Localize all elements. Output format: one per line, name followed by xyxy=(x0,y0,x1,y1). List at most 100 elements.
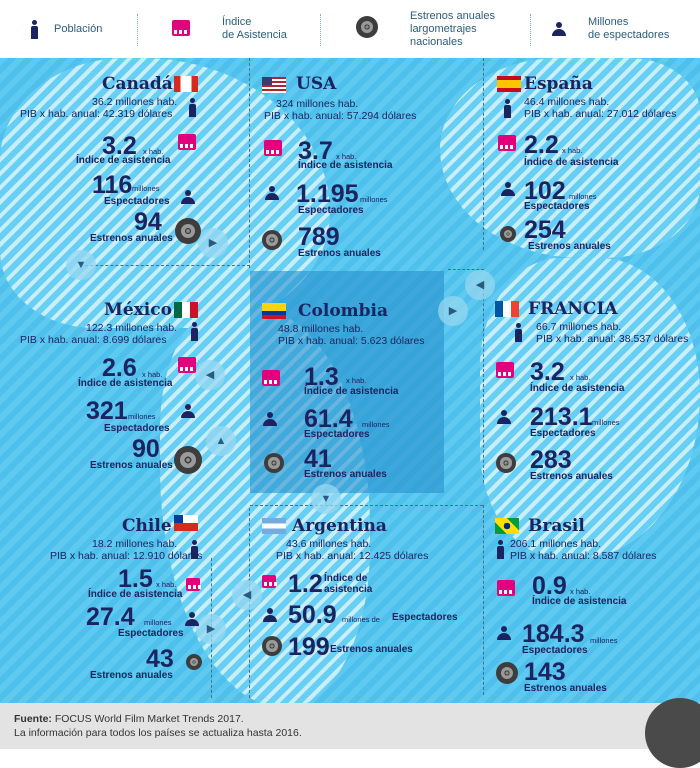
releases-label: Estrenos anuales xyxy=(530,471,613,482)
population-text: 206.1 millones hab. xyxy=(510,538,602,550)
legend-divider xyxy=(137,14,138,46)
spectators-value: 102 xyxy=(524,177,566,205)
arrow-up-icon: ▲ xyxy=(215,435,227,447)
legend-estrenos: Estrenos anuales largometrajes nacionale… xyxy=(410,9,495,48)
attendance-icon xyxy=(172,20,190,36)
legend-asistencia: Índice de Asistencia xyxy=(222,16,287,41)
spectators-unit: millones xyxy=(362,420,390,429)
spectators-label: Espectadores xyxy=(524,201,590,212)
releases-value: 283 xyxy=(530,446,572,474)
spectators-icon xyxy=(500,182,516,196)
releases-label: Estrenos anuales xyxy=(304,469,387,480)
nav-arrow-right[interactable]: ▶ xyxy=(198,228,228,258)
spectators-icon xyxy=(180,190,196,204)
film-reel-icon xyxy=(496,662,518,684)
nav-arrow-down[interactable]: ▼ xyxy=(311,484,341,514)
spectators-unit: millones xyxy=(590,636,618,645)
attendance-icon xyxy=(496,362,514,378)
spectators-icon xyxy=(180,404,196,418)
spectators-label: Espectadores xyxy=(104,423,170,434)
spectators-value: 116 xyxy=(92,171,133,199)
divider-line xyxy=(483,283,484,483)
spectators-icon xyxy=(262,412,278,426)
spectators-value: 213.1 xyxy=(530,403,593,431)
spectators-value: 321 xyxy=(86,397,128,425)
spectators-label: Espectadores xyxy=(392,612,458,623)
gdp-text: PIB x hab. anual: 5.623 dólares xyxy=(278,335,425,347)
population-icon xyxy=(190,540,199,559)
attendance-value: 3.2 xyxy=(530,358,565,386)
film-reel-icon xyxy=(186,654,202,670)
nav-arrow-left[interactable]: ◀ xyxy=(465,270,495,300)
legend-divider xyxy=(530,14,531,46)
spectators-unit: millones de xyxy=(342,615,380,624)
attendance-value: 0.9 xyxy=(532,572,567,600)
attendance-icon xyxy=(262,575,278,588)
nav-arrow-up[interactable]: ▲ xyxy=(206,426,236,456)
spectators-label: Espectadores xyxy=(304,429,370,440)
country-name: FRANCIA xyxy=(528,299,618,319)
releases-value: 254 xyxy=(524,216,566,244)
nav-arrow-down[interactable]: ▼ xyxy=(66,250,96,280)
population-icon xyxy=(190,322,199,341)
attendance-icon xyxy=(264,140,282,156)
legend-divider xyxy=(320,14,321,46)
flag-brazil-icon xyxy=(495,518,519,534)
source-line: Fuente: FOCUS World Film Market Trends 2… xyxy=(14,713,244,725)
population-text: 66.7 millones hab. xyxy=(536,321,622,333)
arrow-down-icon: ▼ xyxy=(320,493,332,505)
attendance-icon xyxy=(178,134,196,150)
spectators-icon xyxy=(496,626,512,640)
divider-line xyxy=(483,58,484,250)
country-name: Argentina xyxy=(292,516,387,536)
nav-arrow-right[interactable]: ▶ xyxy=(438,296,468,326)
spectators-icon xyxy=(262,608,278,622)
arrow-right-icon: ▶ xyxy=(208,237,218,249)
attendance-unit: x hab. xyxy=(562,146,583,155)
arrow-right-icon: ▶ xyxy=(448,305,458,317)
arrow-right-icon: ▶ xyxy=(206,623,216,635)
divider-line xyxy=(250,505,483,506)
releases-label: Estrenos anuales xyxy=(298,248,381,259)
nav-arrow-right[interactable]: ▶ xyxy=(196,614,226,644)
spectators-icon xyxy=(184,612,200,626)
flag-chile-icon xyxy=(174,515,198,531)
attendance-label: Índice de asistencia xyxy=(304,386,399,397)
spectators-value: 27.4 xyxy=(86,603,135,631)
population-icon xyxy=(514,323,523,342)
country-name: Chile xyxy=(122,516,172,536)
population-text: 36.2 millones hab. xyxy=(92,96,178,108)
attendance-value: 1.5 xyxy=(118,565,153,593)
flag-spain-icon xyxy=(497,76,521,92)
releases-value: 90 xyxy=(132,435,160,463)
country-name: Canadá xyxy=(102,74,173,94)
divider-line xyxy=(448,269,484,270)
attendance-value: 2.2 xyxy=(524,131,559,159)
flag-france-icon xyxy=(495,301,519,317)
arrow-left-icon: ◀ xyxy=(205,369,215,381)
attendance-label: Índice de asistencia xyxy=(78,378,173,389)
film-reel-icon xyxy=(174,446,202,474)
attendance-label: Índice de asistencia xyxy=(88,589,183,600)
nav-arrow-left[interactable]: ◀ xyxy=(232,580,262,610)
gdp-text: PIB x hab. anual: 8.587 dólares xyxy=(510,550,657,562)
attendance-unit: x hab. xyxy=(336,152,357,161)
footnote: La información para todos los países se … xyxy=(14,727,302,739)
country-name: México xyxy=(104,300,172,320)
spectators-label: Espectadores xyxy=(298,205,364,216)
arrow-down-icon: ▼ xyxy=(75,259,87,271)
footer: Fuente: FOCUS World Film Market Trends 2… xyxy=(0,703,700,749)
flag-canada-icon xyxy=(174,76,198,92)
spectators-icon xyxy=(496,410,512,424)
releases-value: 199 xyxy=(288,633,330,661)
film-reel-icon xyxy=(175,218,201,244)
nav-arrow-left[interactable]: ◀ xyxy=(195,360,225,390)
country-name: Colombia xyxy=(298,301,389,321)
film-reel-icon xyxy=(264,453,284,473)
releases-value: 789 xyxy=(298,223,340,251)
spectators-label: Espectadores xyxy=(522,645,588,656)
divider-line xyxy=(483,505,484,695)
releases-value: 94 xyxy=(134,208,162,236)
spectators-unit: millones xyxy=(569,192,597,201)
population-icon xyxy=(503,99,512,118)
